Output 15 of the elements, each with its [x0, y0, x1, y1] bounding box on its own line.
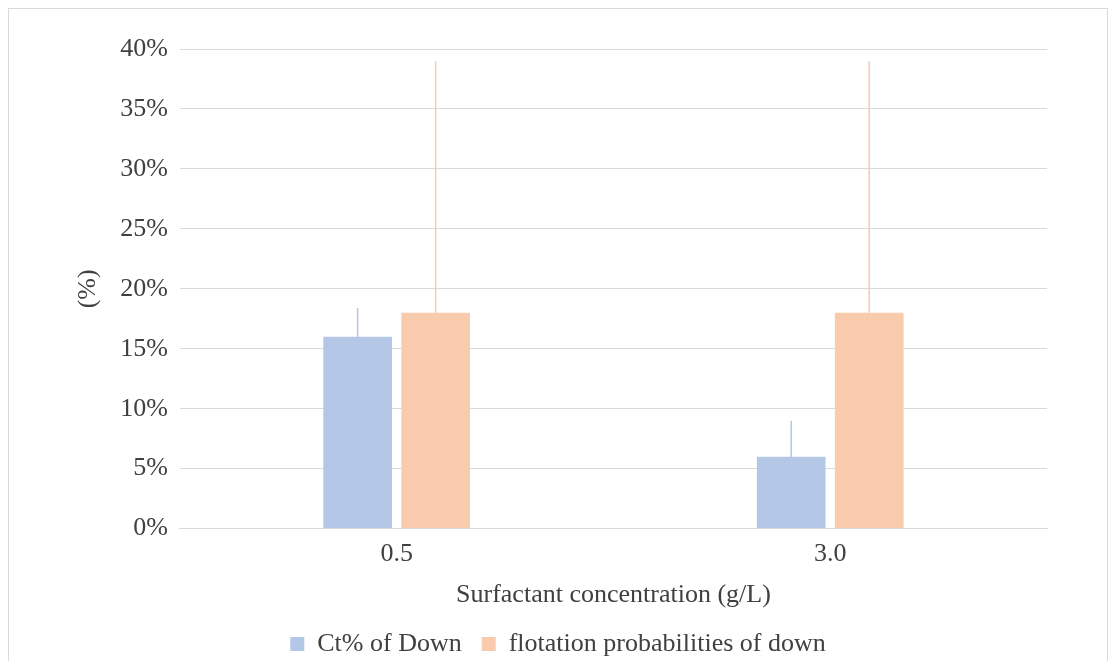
x-tick-label: 0.5 — [380, 538, 413, 568]
y-axis-title: (%) — [72, 269, 102, 309]
x-tick-label: 3.0 — [813, 538, 847, 568]
legend-label: Ct% of Down — [317, 627, 462, 657]
y-tick-label: 25% — [120, 212, 168, 242]
y-tick-label: 40% — [120, 32, 168, 62]
y-tick-label: 10% — [120, 392, 168, 422]
y-tick-label: 20% — [120, 272, 168, 302]
y-tick-label: 35% — [120, 92, 168, 122]
y-tick-label: 0% — [133, 512, 168, 542]
legend-label: flotation probabilities of down — [508, 627, 826, 657]
x-axis-title: Surfactant concentration (g/L) — [456, 579, 771, 609]
y-tick-label: 30% — [120, 152, 168, 182]
y-tick-label: 5% — [133, 452, 168, 482]
y-tick-label: 15% — [120, 332, 168, 362]
